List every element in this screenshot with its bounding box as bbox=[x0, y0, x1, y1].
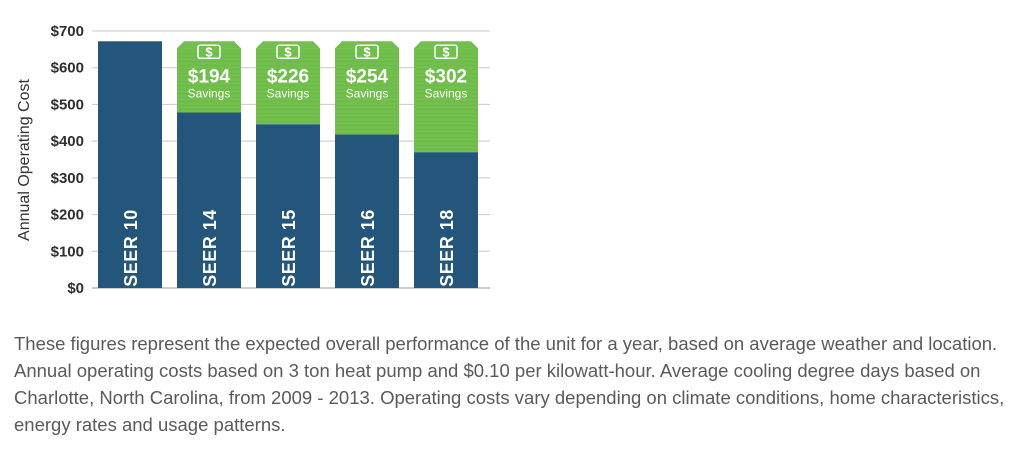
savings-value: $226 bbox=[267, 66, 309, 87]
cost-bar bbox=[177, 112, 241, 289]
bill-outline bbox=[434, 44, 458, 60]
savings-value: $302 bbox=[425, 66, 467, 87]
cost-bar bbox=[98, 41, 162, 288]
savings-value: $254 bbox=[346, 66, 389, 87]
cost-bar bbox=[256, 124, 320, 288]
y-tick-label: $700 bbox=[51, 23, 84, 40]
cost-bar bbox=[335, 134, 399, 288]
bill-dollar-sign: $ bbox=[442, 44, 450, 59]
savings-label: Savings bbox=[425, 86, 468, 100]
y-tick-label: $600 bbox=[51, 60, 84, 77]
y-tick-label: $400 bbox=[51, 133, 84, 150]
y-tick-label: $200 bbox=[51, 207, 84, 224]
savings-bar bbox=[177, 41, 241, 113]
dollar-bill-icon: $ bbox=[434, 44, 458, 60]
savings-label: Savings bbox=[346, 86, 389, 100]
y-tick-label: $100 bbox=[51, 243, 84, 260]
bar-category-label: SEER 18 bbox=[437, 209, 457, 287]
bill-dollar-sign: $ bbox=[205, 44, 213, 59]
savings-bar bbox=[256, 41, 320, 125]
operating-cost-chart: $0 $100 $200 $300 $400 $500 $600 $700 Annual Op… bbox=[16, 23, 490, 297]
savings-label: Savings bbox=[188, 86, 231, 100]
dollar-bill-icon: $ bbox=[197, 44, 221, 60]
bill-dollar-sign: $ bbox=[363, 44, 371, 59]
bar-category-label: SEER 15 bbox=[279, 209, 299, 287]
savings-bar bbox=[335, 41, 399, 135]
dollar-bill-icon: $ bbox=[355, 44, 379, 60]
chart-caption: These figures represent the expected ove… bbox=[14, 333, 1005, 435]
y-tick-label: $300 bbox=[51, 170, 84, 187]
y-tick-label: $0 bbox=[67, 280, 84, 297]
bar-category-label: SEER 14 bbox=[200, 209, 220, 287]
bill-outline bbox=[276, 44, 300, 60]
bill-outline bbox=[197, 44, 221, 60]
y-tick-label: $500 bbox=[51, 96, 84, 113]
bill-dollar-sign: $ bbox=[284, 44, 292, 59]
bill-outline bbox=[355, 44, 379, 60]
dollar-bill-icon: $ bbox=[276, 44, 300, 60]
savings-label: Savings bbox=[267, 86, 310, 100]
savings-value: $194 bbox=[188, 66, 231, 87]
bar-group: SEER 10 bbox=[98, 41, 162, 288]
savings-bar bbox=[414, 41, 478, 153]
bar-category-label: SEER 16 bbox=[358, 209, 378, 287]
bar-category-label: SEER 10 bbox=[121, 209, 141, 287]
y-axis-ticks: $0 $100 $200 $300 $400 $500 $600 $700 bbox=[51, 23, 84, 297]
y-axis-label: Annual Operating Cost bbox=[16, 79, 33, 241]
cost-bar bbox=[414, 152, 478, 288]
